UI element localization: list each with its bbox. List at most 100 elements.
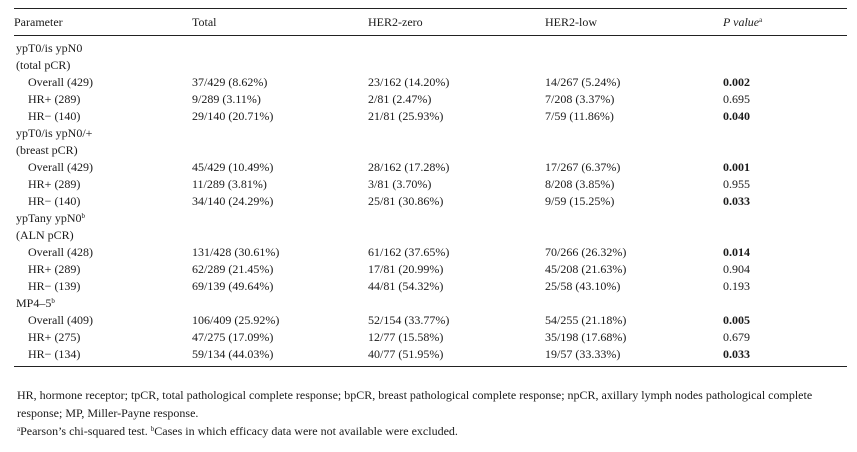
- row-parameter: Overall (429): [28, 75, 93, 89]
- cell-her2-low: 17/267 (6.37%): [545, 160, 621, 174]
- cell-total: 29/140 (20.71%): [192, 109, 274, 123]
- cell-her2-zero: 61/162 (37.65%): [368, 245, 450, 259]
- group-subtitle: (breast pCR): [16, 143, 78, 157]
- row-parameter: HR+ (275): [28, 330, 81, 344]
- header-her2-zero: HER2-zero: [368, 8, 545, 36]
- group-title: ypT0/is ypN0: [14, 36, 847, 58]
- cell-p-value: 0.005: [723, 313, 750, 327]
- footnote-mark-b: b: [81, 212, 85, 220]
- table-row: HR+ (289) 11/289 (3.81%) 3/81 (3.70%) 8/208…: [14, 176, 847, 193]
- cell-total: 37/429 (8.62%): [192, 75, 268, 89]
- footnote-mark-b: b: [51, 297, 55, 305]
- table-header-row: Parameter Total HER2-zero HER2-low P val…: [14, 8, 847, 36]
- group-title-row: ypT0/is ypN0/+: [14, 125, 847, 142]
- cell-her2-zero: 44/81 (54.32%): [368, 279, 444, 293]
- row-parameter: Overall (429): [28, 160, 93, 174]
- results-table-container: Parameter Total HER2-zero HER2-low P val…: [14, 8, 847, 367]
- cell-her2-zero: 52/154 (33.77%): [368, 313, 450, 327]
- group-title-text: ypT0/is ypN0/+: [16, 126, 93, 140]
- group-subtitle-row: (breast pCR): [14, 142, 847, 159]
- cell-p-value: 0.679: [723, 330, 750, 344]
- cell-p-value: 0.904: [723, 262, 750, 276]
- cell-p-value: 0.001: [723, 160, 750, 174]
- cell-her2-zero: 17/81 (20.99%): [368, 262, 444, 276]
- cell-her2-zero: 28/162 (17.28%): [368, 160, 450, 174]
- table-footnotes: HR, hormone receptor; tpCR, total pathol…: [17, 386, 837, 440]
- group-title-text: ypT0/is ypN0: [16, 41, 83, 55]
- cell-her2-zero: 12/77 (15.58%): [368, 330, 444, 344]
- table-row: HR+ (275) 47/275 (17.09%) 12/77 (15.58%) 35…: [14, 329, 847, 346]
- table-body: ypT0/is ypN0 (total pCR) Overall (429) 37/4…: [14, 36, 847, 367]
- cell-total: 34/140 (24.29%): [192, 194, 274, 208]
- row-parameter: HR+ (289): [28, 177, 81, 191]
- cell-her2-zero: 2/81 (2.47%): [368, 92, 432, 106]
- header-p-value-label: P value: [723, 15, 760, 29]
- group-subtitle-row: (total pCR): [14, 57, 847, 74]
- row-parameter: HR+ (289): [28, 92, 81, 106]
- header-total: Total: [192, 8, 368, 36]
- cell-her2-low: 7/208 (3.37%): [545, 92, 615, 106]
- footnote-a-text: Pearson’s chi-squared test.: [20, 424, 151, 438]
- cell-her2-low: 19/57 (33.33%): [545, 346, 723, 367]
- cell-total: 45/429 (10.49%): [192, 160, 274, 174]
- cell-p-value: 0.955: [723, 177, 750, 191]
- row-parameter: HR− (134): [14, 346, 192, 367]
- results-table: Parameter Total HER2-zero HER2-low P val…: [14, 8, 847, 367]
- group-title-row: ypT0/is ypN0: [14, 36, 847, 58]
- footnote-mark-a: a: [759, 16, 763, 24]
- cell-her2-zero: 25/81 (30.86%): [368, 194, 444, 208]
- footnote-mark-b: b: [150, 425, 155, 433]
- table-row: HR− (140) 34/140 (24.29%) 25/81 (30.86%) 9/…: [14, 193, 847, 210]
- row-parameter: HR+ (289): [28, 262, 81, 276]
- group-title: ypT0/is ypN0/+: [14, 125, 847, 142]
- cell-p-value: 0.033: [723, 346, 847, 367]
- group-title: MP4–5b: [14, 295, 847, 312]
- row-parameter: HR− (140): [28, 194, 81, 208]
- table-row: HR− (139) 69/139 (49.64%) 44/81 (54.32%) 25…: [14, 278, 847, 295]
- footnote-mark-a: a: [17, 425, 21, 433]
- footnote-b-text: Cases in which efficacy data were not av…: [154, 424, 458, 438]
- cell-total: 106/409 (25.92%): [192, 313, 280, 327]
- cell-p-value: 0.040: [723, 109, 750, 123]
- cell-her2-low: 8/208 (3.85%): [545, 177, 615, 191]
- group-title-row: MP4–5b: [14, 295, 847, 312]
- cell-total: 59/134 (44.03%): [192, 346, 368, 367]
- cell-her2-low: 70/266 (26.32%): [545, 245, 627, 259]
- superscript-notes: aPearson’s chi-squared test. bCases in w…: [17, 422, 837, 440]
- table-row: Overall (429) 37/429 (8.62%) 23/162 (14.20…: [14, 74, 847, 91]
- group-subtitle: (ALN pCR): [16, 228, 74, 242]
- cell-her2-low: 7/59 (11.86%): [545, 109, 614, 123]
- header-parameter: Parameter: [14, 8, 192, 36]
- cell-her2-low: 9/59 (15.25%): [545, 194, 615, 208]
- cell-her2-low: 35/198 (17.68%): [545, 330, 627, 344]
- table-row: Overall (428) 131/428 (30.61%) 61/162 (37.…: [14, 244, 847, 261]
- table-row: HR+ (289) 9/289 (3.11%) 2/81 (2.47%) 7/208 …: [14, 91, 847, 108]
- cell-her2-low: 25/58 (43.10%): [545, 279, 621, 293]
- cell-p-value: 0.002: [723, 75, 750, 89]
- group-title: ypTany ypN0b: [14, 210, 847, 227]
- cell-her2-zero: 3/81 (3.70%): [368, 177, 432, 191]
- cell-total: 62/289 (21.45%): [192, 262, 274, 276]
- abbreviations-note: HR, hormone receptor; tpCR, total pathol…: [17, 388, 813, 420]
- group-title-text: ypTany ypN0: [16, 211, 82, 225]
- cell-p-value: 0.033: [723, 194, 750, 208]
- cell-her2-zero: 40/77 (51.95%): [368, 346, 545, 367]
- cell-her2-low: 54/255 (21.18%): [545, 313, 627, 327]
- group-title-text: MP4–5: [16, 296, 52, 310]
- cell-p-value: 0.193: [723, 279, 750, 293]
- cell-her2-zero: 21/81 (25.93%): [368, 109, 444, 123]
- table-row: HR+ (289) 62/289 (21.45%) 17/81 (20.99%) 45…: [14, 261, 847, 278]
- cell-her2-low: 45/208 (21.63%): [545, 262, 627, 276]
- row-parameter: Overall (409): [28, 313, 93, 327]
- table-row: HR− (140) 29/140 (20.71%) 21/81 (25.93%) 7/…: [14, 108, 847, 125]
- table-row: Overall (429) 45/429 (10.49%) 28/162 (17.2…: [14, 159, 847, 176]
- cell-total: 9/289 (3.11%): [192, 92, 261, 106]
- cell-total: 47/275 (17.09%): [192, 330, 274, 344]
- row-parameter: HR− (140): [28, 109, 81, 123]
- table-row: Overall (409) 106/409 (25.92%) 52/154 (33.…: [14, 312, 847, 329]
- cell-total: 131/428 (30.61%): [192, 245, 280, 259]
- row-parameter: HR− (139): [28, 279, 81, 293]
- cell-her2-low: 14/267 (5.24%): [545, 75, 621, 89]
- cell-her2-zero: 23/162 (14.20%): [368, 75, 450, 89]
- table-row: HR− (134) 59/134 (44.03%) 40/77 (51.95%) 19…: [14, 346, 847, 367]
